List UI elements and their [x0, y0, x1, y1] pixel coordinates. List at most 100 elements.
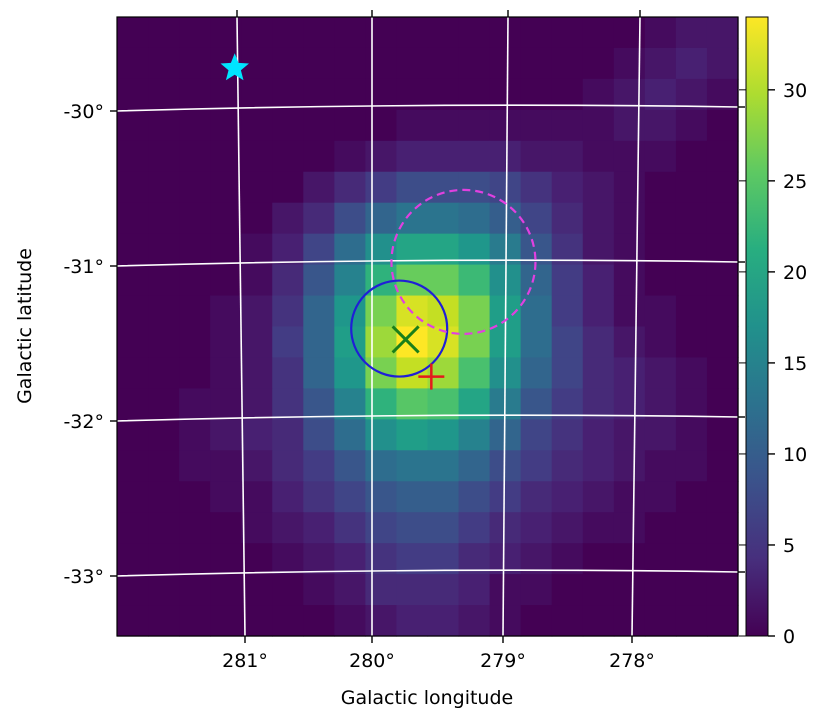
heatmap-cell — [520, 47, 553, 80]
heatmap-cell — [117, 574, 149, 606]
heatmap-cell — [272, 17, 304, 49]
heatmap-cell — [396, 450, 429, 482]
grid-line-latitude — [116, 104, 739, 112]
heatmap-cell — [210, 140, 242, 173]
heatmap-cell — [210, 574, 242, 606]
heatmap-cell — [117, 543, 149, 575]
heatmap-cell — [675, 419, 708, 451]
heatmap-cell — [396, 171, 429, 204]
heatmap-cell — [210, 295, 242, 328]
heatmap-cell — [644, 233, 677, 266]
heatmap-cell — [241, 326, 273, 359]
heatmap-cell — [582, 574, 615, 606]
heatmap-cell — [551, 512, 584, 544]
heatmap-cell — [458, 512, 491, 544]
heatmap-cell — [334, 47, 366, 80]
heatmap-cell — [706, 202, 739, 235]
heatmap-cell — [179, 233, 211, 266]
heatmap-cell — [241, 388, 273, 420]
heatmap-cell — [675, 140, 708, 173]
heatmap-cell — [427, 512, 460, 544]
heatmap-cell — [458, 326, 491, 359]
heatmap-cell — [210, 419, 242, 451]
heatmap-cell — [582, 512, 615, 544]
heatmap-cell — [117, 17, 149, 49]
heatmap-cell — [303, 295, 335, 328]
heatmap-cell — [210, 264, 242, 297]
heatmap-cell — [427, 543, 460, 575]
heatmap-cell — [644, 17, 677, 49]
heatmap-cell — [117, 388, 149, 420]
heatmap-cell — [706, 357, 739, 389]
heatmap-cell — [582, 109, 615, 142]
heatmap-cell — [613, 481, 646, 513]
heatmap-cell — [334, 543, 366, 575]
heatmap-cell — [458, 17, 491, 49]
heatmap-cell — [365, 450, 398, 482]
heatmap-cell — [520, 357, 553, 389]
heatmap-cell — [396, 512, 429, 544]
heatmap-cell — [675, 450, 708, 482]
heatmap-cell — [148, 47, 180, 80]
heatmap-cell — [334, 357, 366, 389]
heatmap-cell — [148, 326, 180, 359]
heatmap-cell — [706, 47, 739, 80]
heatmap-cell — [210, 78, 242, 111]
heatmap-cell — [179, 264, 211, 297]
heatmap-cell — [458, 543, 491, 575]
heatmap-cell — [706, 543, 739, 575]
heatmap-cell — [117, 481, 149, 513]
heatmap-cell — [334, 140, 366, 173]
plot-frame — [116, 16, 739, 637]
heatmap-cell — [613, 140, 646, 173]
heatmap-cell — [117, 78, 149, 111]
heatmap-cell — [675, 78, 708, 111]
heatmap-cell — [179, 450, 211, 482]
heatmap-cell — [241, 202, 273, 235]
heatmap-cell — [272, 481, 304, 513]
heatmap-cell — [396, 419, 429, 451]
heatmap-cell — [148, 171, 180, 204]
heatmap-cell — [179, 574, 211, 606]
grid-line-longitude — [502, 16, 509, 637]
heatmap-cell — [675, 512, 708, 544]
heatmap-cell — [334, 512, 366, 544]
heatmap-cell — [365, 109, 398, 142]
heatmap-cell — [210, 326, 242, 359]
heatmap-cell — [489, 512, 522, 544]
heatmap-cell — [241, 78, 273, 111]
heatmap-cell — [675, 202, 708, 235]
heatmap-cell — [520, 450, 553, 482]
heatmap-cell — [427, 109, 460, 142]
heatmap-cell — [179, 419, 211, 451]
heatmap-cell — [675, 605, 708, 637]
heatmap-cell — [613, 264, 646, 297]
heatmap-cell — [303, 264, 335, 297]
heatmap-cell — [644, 202, 677, 235]
heatmap-cell — [458, 574, 491, 606]
heatmap-cell — [303, 419, 335, 451]
heatmap-cell — [241, 233, 273, 266]
heatmap-cell — [427, 450, 460, 482]
heatmap-cell — [303, 481, 335, 513]
heatmap-cell — [644, 481, 677, 513]
heatmap-cell — [706, 109, 739, 142]
heatmap-cell — [179, 17, 211, 49]
heatmap-cell — [613, 326, 646, 359]
heatmap-cell — [365, 202, 398, 235]
heatmap-cell — [334, 481, 366, 513]
heatmap-cell — [458, 357, 491, 389]
heatmap-cell — [272, 47, 304, 80]
heatmap-cell — [365, 47, 398, 80]
heatmap-cell — [613, 388, 646, 420]
grid-line-longitude — [631, 16, 641, 637]
heatmap-cell — [582, 202, 615, 235]
heatmap-cell — [551, 543, 584, 575]
grid-line-latitude — [116, 414, 739, 422]
heatmap-cell — [241, 109, 273, 142]
heatmap-cell — [675, 295, 708, 328]
heatmap-cell — [520, 574, 553, 606]
heatmap-cell — [520, 264, 553, 297]
heatmap-cell — [210, 512, 242, 544]
heatmap-cell — [241, 543, 273, 575]
